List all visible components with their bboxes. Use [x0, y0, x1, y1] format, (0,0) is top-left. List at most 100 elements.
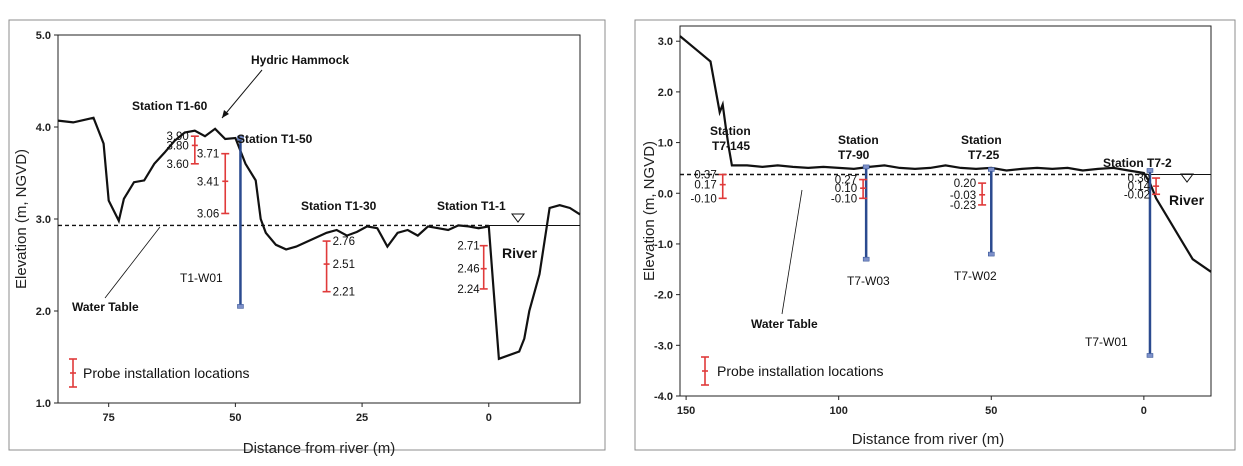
probe-station-t1-30: 2.76 2.51 2.21 [322, 236, 355, 299]
probe-value-label: 2.46 [457, 264, 479, 276]
probe-value-label: -0.10 [691, 193, 717, 205]
x-tick-label: 75 [103, 412, 115, 424]
water-table-pointer-right [781, 189, 803, 315]
y-tick-label: -2.0 [654, 290, 673, 302]
station-label-t7-145: Station T7-145 [710, 124, 751, 153]
x-tick-label: 50 [985, 405, 997, 417]
ground-surface-line [679, 35, 1212, 273]
well-t7-w01-top-cap [1146, 168, 1154, 173]
probe-value-label: 3.80 [166, 140, 188, 152]
probe-value-label: 2.71 [457, 241, 479, 253]
well-t1-w01-bottom-cap [237, 304, 244, 309]
water-level-marker-left [511, 213, 525, 223]
probe-station-t1-60: 3.903.80 3.60 [166, 131, 199, 171]
well-label-t7-w02: T7-W02 [954, 269, 997, 283]
svg-text:T7-90: T7-90 [838, 148, 870, 162]
svg-text:Station: Station [710, 124, 751, 138]
x-axis-title-left: Distance from river (m) [243, 440, 396, 457]
probe-station-t7-90: 0.270.10-0.10 [831, 175, 868, 205]
legend-right: Probe installation locations [701, 356, 884, 386]
ground-surface-line [57, 116, 581, 361]
probe-value-label: 2.24 [457, 284, 480, 296]
x-tick-label: 150 [677, 405, 695, 417]
well-label-t1-w01: T1-W01 [180, 271, 223, 285]
water-table-label-left: Water Table [72, 300, 139, 314]
station-label-t1-60: Station T1-60 [132, 99, 208, 113]
well-t7-w03-top-cap [862, 164, 870, 170]
station-label-t1-30: Station T1-30 [301, 199, 377, 213]
x-tick-label: 100 [830, 405, 848, 417]
river-label-left: River [502, 245, 538, 261]
svg-text:Station: Station [838, 133, 879, 147]
probe-value-label: 0.10 [835, 183, 857, 195]
x-axis-title-right: Distance from river (m) [852, 431, 1005, 448]
plot-area-left [57, 34, 581, 404]
water-table-pointer-left [104, 226, 161, 299]
well-label-t7-w03: T7-W03 [847, 274, 890, 288]
probe-value-label: 2.51 [333, 259, 355, 271]
station-label-t1-50: Station T1-50 [237, 132, 313, 146]
y-tick-label: 5.0 [36, 30, 51, 42]
probe-station-t1-50: 3.71 3.41 3.06 [197, 149, 230, 220]
legend-label-left: Probe installation locations [83, 365, 250, 381]
legend-label-right: Probe installation locations [717, 363, 884, 379]
probe-value-label: 3.06 [197, 208, 219, 220]
svg-text:T7-145: T7-145 [712, 139, 750, 153]
river-label-right: River [1169, 192, 1205, 208]
probe-value-label: 0.27 [835, 175, 857, 187]
y-tick-label: 2.0 [36, 306, 51, 318]
well-t1-w01-top-cap [237, 135, 244, 141]
probe-value-label: 2.21 [333, 287, 355, 299]
probe-station-t7-2: 0.300.14-0.02 [1124, 173, 1161, 201]
y-tick-label: 3.0 [658, 36, 673, 48]
plot-area-right [679, 25, 1212, 397]
probe-value-label: 0.20 [954, 178, 976, 190]
y-tick-label: 0.0 [658, 188, 673, 200]
y-axis-title-right: Elevation (m, NGVD) [641, 141, 658, 281]
hydric-hammock-arrow [221, 69, 263, 119]
station-label-t7-25: Station T7-25 [961, 133, 1002, 162]
probe-value-label: 0.14 [1128, 181, 1151, 193]
y-tick-label: -3.0 [654, 340, 673, 352]
probe-station-t7-25: 0.20-0.03-0.23 [950, 178, 987, 212]
station-label-t7-2: Station T7-2 [1103, 156, 1172, 170]
probe-value-label: -0.03 [950, 190, 976, 202]
x-tick-label: 25 [356, 412, 368, 424]
chart-right-svg: -4.0 -3.0 -2.0 -1.0 0.0 1.0 2.0 3.0 150 100 50 0 0… [634, 19, 1236, 451]
svg-text:T7-25: T7-25 [968, 148, 1000, 162]
probe-value-label: 0.30 [1128, 173, 1150, 185]
legend-left: Probe installation locations [69, 358, 250, 388]
well-t7-w01-bottom-cap [1146, 353, 1154, 358]
chart-left-svg: 1.0 2.0 3.0 4.0 5.0 75 50 25 0 3.903.80 3.60 3.71… [8, 19, 606, 457]
y-tick-label: 3.0 [36, 214, 51, 226]
well-t7-w02-bottom-cap [988, 251, 995, 257]
probe-value-label: -0.10 [831, 193, 857, 205]
x-tick-label: 50 [229, 412, 241, 424]
probe-value-label: 3.60 [166, 159, 188, 171]
svg-text:Station: Station [961, 133, 1002, 147]
y-tick-label: -4.0 [654, 391, 673, 403]
probe-value-label: 3.90 [166, 131, 188, 143]
chart-panel-left: 1.0 2.0 3.0 4.0 5.0 75 50 25 0 3.90 3.80 3.60 3.71… [0, 0, 606, 466]
probe-value-label: 0.17 [694, 180, 716, 192]
water-level-marker-right [1180, 173, 1194, 183]
y-tick-label: 1.0 [658, 138, 673, 150]
chart-panel-right: -4.0 -3.0 -2.0 -1.0 0.0 1.0 2.0 3.0 150 100 50 0 0… [632, 0, 1243, 466]
x-tick-label: 0 [486, 412, 492, 424]
station-label-t1-1: Station T1-1 [437, 199, 506, 213]
probe-value-label: 3.71 [197, 149, 219, 161]
x-tick-label: 0 [1141, 405, 1147, 417]
water-table-label-right: Water Table [751, 317, 818, 331]
y-tick-label: 4.0 [36, 122, 51, 134]
probe-station-t7-145: 0.370.17-0.10 [691, 170, 727, 205]
y-tick-label: 2.0 [658, 87, 673, 99]
probe-station-t1-1: 2.71 2.46 2.24 [457, 241, 488, 296]
probe-value-label: 2.76 [333, 236, 355, 248]
well-t7-w02-top-cap [988, 167, 995, 172]
legend-probe-symbol-left [69, 358, 77, 388]
probe-value-label: 0.37 [694, 170, 716, 182]
probe-value-label: 3.41 [197, 176, 219, 188]
legend-probe-symbol-right [701, 356, 709, 386]
probe-value-label: -0.23 [950, 200, 976, 212]
well-label-t7-w01: T7-W01 [1085, 335, 1128, 349]
